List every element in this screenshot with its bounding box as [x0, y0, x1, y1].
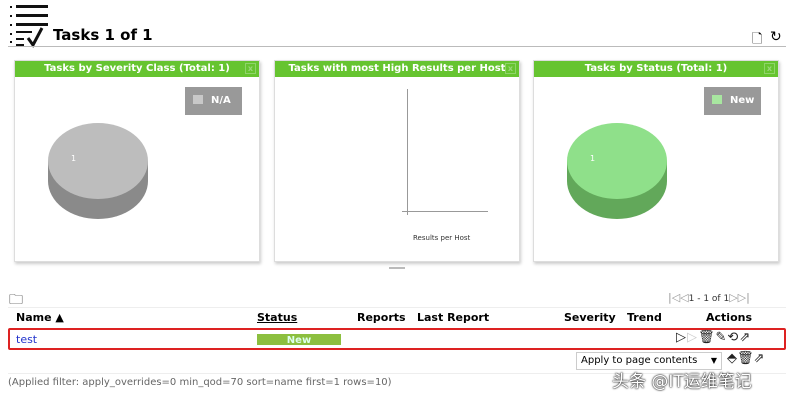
- start-icon[interactable]: ▷: [676, 330, 687, 345]
- x-axis: [402, 211, 488, 212]
- legend-swatch: [193, 95, 203, 104]
- col-name[interactable]: Name ▲: [16, 311, 64, 324]
- refresh-icon[interactable]: ↻: [770, 29, 782, 45]
- legend-label: New: [730, 95, 755, 106]
- new-task-icon[interactable]: 🗋: [752, 32, 763, 47]
- col-last-report[interactable]: Last Report: [417, 311, 490, 324]
- chevron-down-icon: ▼: [710, 356, 717, 365]
- page-title: Tasks 1 of 1: [53, 26, 153, 44]
- close-icon[interactable]: x: [245, 63, 256, 74]
- clone-icon[interactable]: ⟲: [727, 330, 740, 345]
- trash-icon[interactable]: 🗑: [737, 351, 754, 366]
- status-chart-panel: Tasks by Status (Total: 1) x New 1: [533, 60, 779, 262]
- col-severity[interactable]: Severity: [564, 311, 616, 324]
- watermark: 头条 @IT运维笔记: [612, 372, 752, 392]
- x-axis-label: Results per Host: [413, 234, 471, 242]
- close-icon[interactable]: x: [505, 63, 516, 74]
- first-page-icon[interactable]: |◁: [668, 291, 681, 304]
- chart-legend: New: [704, 87, 761, 115]
- tag-icon[interactable]: ⬘: [727, 351, 737, 366]
- severity-chart-panel: Tasks by Severity Class (Total: 1) x N/A …: [14, 60, 260, 262]
- next-page-icon[interactable]: ▷: [729, 291, 738, 304]
- divider: [8, 373, 786, 374]
- pagination: |◁◁1 - 1 of 1▷▷|: [668, 291, 750, 304]
- divider: [8, 46, 786, 47]
- resume-icon: ▷: [687, 330, 698, 345]
- severity-pie: [48, 123, 148, 219]
- table-row: test New ▷▷🗑✎⟲⇗: [8, 328, 786, 350]
- trash-icon[interactable]: 🗑: [698, 330, 716, 345]
- panel-title: Tasks by Severity Class (Total: 1): [44, 63, 230, 74]
- panel-title: Tasks with most High Results per Host: [288, 63, 506, 74]
- page-range: 1 - 1 of 1: [688, 294, 730, 304]
- col-trend: Trend: [627, 311, 662, 324]
- y-axis: [407, 89, 408, 215]
- export-icon[interactable]: ⇗: [753, 351, 765, 366]
- slice-label: 1: [590, 154, 596, 163]
- col-status[interactable]: Status: [257, 311, 298, 324]
- high-results-chart-panel: Tasks with most High Results per Host x R…: [274, 60, 520, 262]
- col-actions: Actions: [706, 311, 752, 324]
- panel-title: Tasks by Status (Total: 1): [584, 63, 728, 74]
- export-icon[interactable]: ⇗: [739, 330, 752, 345]
- folder-icon[interactable]: 🗀: [9, 292, 23, 308]
- task-name-link[interactable]: test: [16, 333, 38, 346]
- applied-filter-text: (Applied filter: apply_overrides=0 min_q…: [8, 377, 392, 388]
- divider: [8, 307, 786, 308]
- resize-handle[interactable]: [389, 267, 405, 269]
- task-list-icon: [10, 5, 48, 48]
- legend-swatch: [712, 95, 722, 104]
- bulk-action-value: Apply to page contents: [581, 355, 698, 366]
- last-page-icon[interactable]: ▷|: [737, 291, 750, 304]
- col-reports[interactable]: Reports: [357, 311, 406, 324]
- prev-page-icon[interactable]: ◁: [680, 291, 689, 304]
- close-icon[interactable]: x: [764, 63, 775, 74]
- chart-legend: N/A: [185, 87, 242, 115]
- bulk-action-select[interactable]: Apply to page contents ▼: [576, 352, 722, 370]
- edit-icon[interactable]: ✎: [715, 330, 728, 345]
- status-bar: New: [257, 334, 341, 345]
- status-pie: [567, 123, 667, 219]
- slice-label: 1: [71, 154, 77, 163]
- legend-label: N/A: [211, 95, 231, 106]
